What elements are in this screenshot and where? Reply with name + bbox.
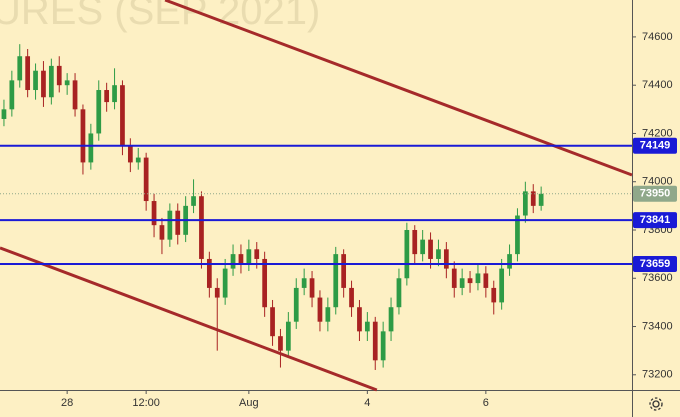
level-label-bg [633, 256, 677, 273]
candle-body [246, 249, 252, 264]
x-tick-label: 4 [364, 397, 370, 409]
settings-icon[interactable] [649, 397, 663, 411]
candle-body [349, 287, 354, 308]
candle-body [159, 225, 165, 240]
candle-body [9, 80, 15, 110]
candle-body [285, 321, 291, 351]
candle-body [317, 297, 323, 322]
last-price-bg [633, 185, 677, 202]
candle-body [483, 273, 489, 288]
y-tick-label: 73600 [642, 272, 673, 284]
level-label-bg [633, 212, 677, 229]
candle-body [309, 278, 315, 298]
candle-body [167, 210, 173, 240]
candle-body [143, 157, 149, 202]
candle-body [222, 268, 228, 298]
trend-line [0, 246, 378, 392]
candle-body [254, 249, 260, 259]
candle-body [104, 90, 110, 103]
x-tick-label: 28 [61, 397, 73, 409]
x-tick-label: Aug [239, 397, 259, 409]
x-tick-label: 12:00 [132, 397, 160, 409]
candle-body [88, 133, 94, 163]
candle-body [135, 157, 141, 163]
candle-body [499, 268, 505, 303]
candle-body [278, 336, 283, 351]
last-price-label: 73950 [640, 188, 671, 200]
candle-body [404, 229, 410, 279]
candle-body [151, 201, 157, 226]
candle-body [475, 273, 481, 284]
y-tick-label: 74600 [642, 31, 673, 43]
candle-body [56, 65, 62, 86]
candle-body [459, 278, 465, 288]
y-tick-label: 74000 [642, 176, 673, 188]
candle-body [436, 249, 441, 259]
candle-body [293, 287, 299, 322]
candle-body [301, 278, 307, 288]
candle-body [96, 90, 102, 134]
y-tick-label: 73200 [642, 369, 673, 381]
candle-body [191, 196, 196, 206]
y-tick-label: 74200 [642, 127, 673, 139]
candle-body [388, 307, 394, 332]
candle-body [199, 196, 204, 259]
candle-body [538, 193, 544, 206]
candle-body [357, 307, 362, 332]
watermark: URES (SEP 2021) [0, 0, 320, 33]
candle-body [1, 109, 7, 119]
candle-body [451, 268, 457, 288]
candle-body [33, 70, 38, 91]
candle-body [214, 287, 220, 298]
x-tick-label: 6 [483, 397, 489, 409]
candle-body [420, 239, 426, 255]
candle-body [25, 56, 31, 91]
candle-body [17, 56, 23, 81]
candle-body [230, 254, 236, 269]
candle-body [48, 65, 54, 98]
candle-body [270, 307, 275, 337]
candle-body [515, 215, 520, 255]
candle-body [80, 109, 86, 163]
candle-body [396, 278, 402, 308]
candle-body [112, 85, 117, 103]
y-tick-label: 73400 [642, 320, 673, 332]
level-label: 74149 [640, 140, 671, 152]
candle-body [491, 287, 497, 303]
candle-body [522, 191, 528, 216]
candle-body [72, 80, 78, 110]
candle-body [175, 210, 181, 235]
level-label: 73841 [640, 214, 671, 226]
candle-body [41, 70, 46, 98]
level-label-bg [633, 137, 677, 154]
candle-body [262, 258, 268, 308]
candle-body [443, 249, 449, 269]
candle-body [428, 239, 433, 259]
candle-body [206, 258, 212, 288]
candle-body [341, 254, 347, 288]
y-tick-label: 74400 [642, 79, 673, 91]
candle-body [372, 321, 378, 361]
candle-body [412, 229, 418, 255]
candle-body [127, 145, 133, 163]
candle-body [364, 321, 370, 332]
candle-body [507, 254, 512, 269]
candle-body [120, 85, 125, 146]
candle-body [333, 254, 339, 308]
candle-body [467, 278, 473, 284]
level-label: 73659 [640, 258, 671, 270]
candle-body [64, 80, 70, 86]
candle-body [325, 307, 331, 322]
candle-body [238, 254, 244, 264]
candle-body [530, 191, 536, 206]
candle-body [380, 331, 386, 361]
